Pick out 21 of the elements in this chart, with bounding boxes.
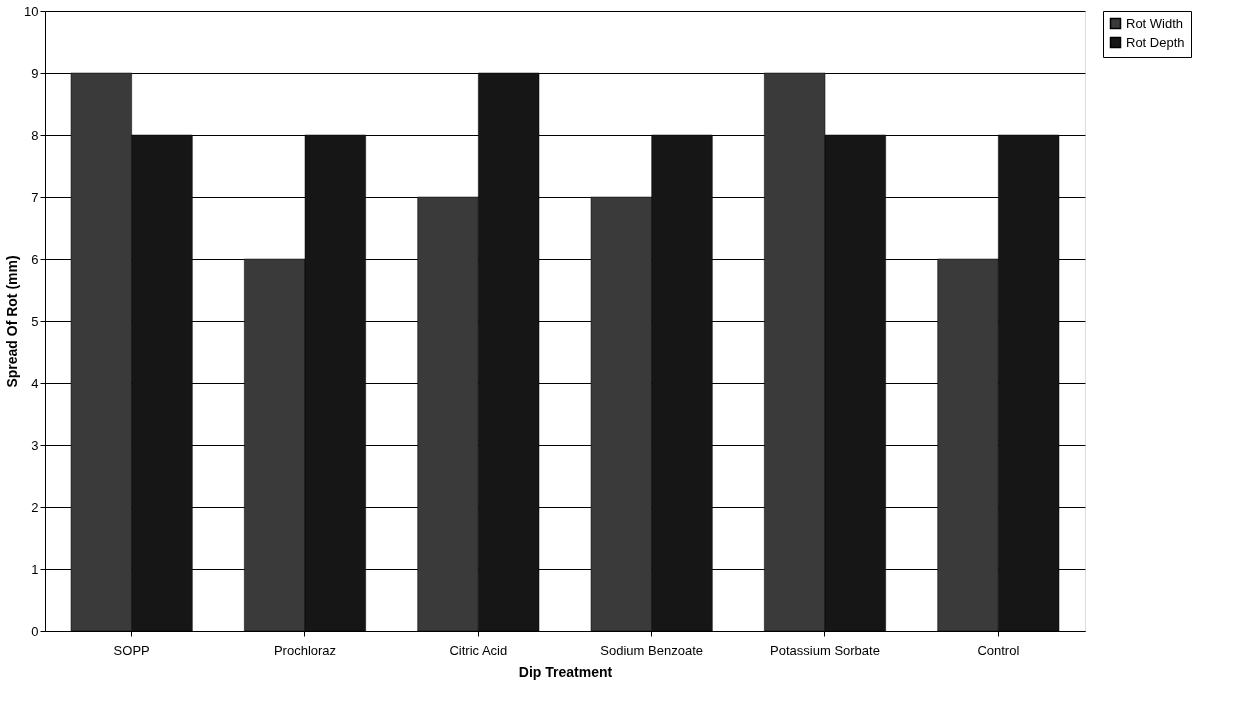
y-tick-label: 8: [31, 127, 39, 143]
legend-label: Rot Depth: [1126, 34, 1185, 50]
y-tick-label: 5: [31, 313, 39, 329]
y-tick-label: 2: [31, 499, 39, 515]
y-tick-label: 3: [31, 437, 39, 453]
x-tick-label: Control: [977, 642, 1020, 658]
y-tick-label: 9: [31, 65, 39, 81]
x-tick-label: Sodium Benzoate: [600, 642, 703, 658]
y-tick-label: 0: [31, 623, 39, 639]
y-tick-label: 1: [31, 561, 39, 577]
x-tick-label: Citric Acid: [449, 642, 508, 658]
y-tick-label: 4: [31, 375, 39, 391]
y-tick-label: 10: [24, 3, 39, 19]
x-tick-label: Potassium Sorbate: [770, 642, 880, 658]
y-tick-label: 6: [31, 251, 39, 267]
y-tick-label: 7: [31, 189, 39, 205]
x-tick-label: Prochloraz: [273, 642, 337, 658]
y-axis-title: Spread Of Rot (mm): [4, 255, 21, 388]
x-tick-label: SOPP: [113, 642, 150, 658]
legend-label: Rot Width: [1126, 15, 1184, 31]
x-axis-title: Dip Treatment: [518, 663, 613, 680]
